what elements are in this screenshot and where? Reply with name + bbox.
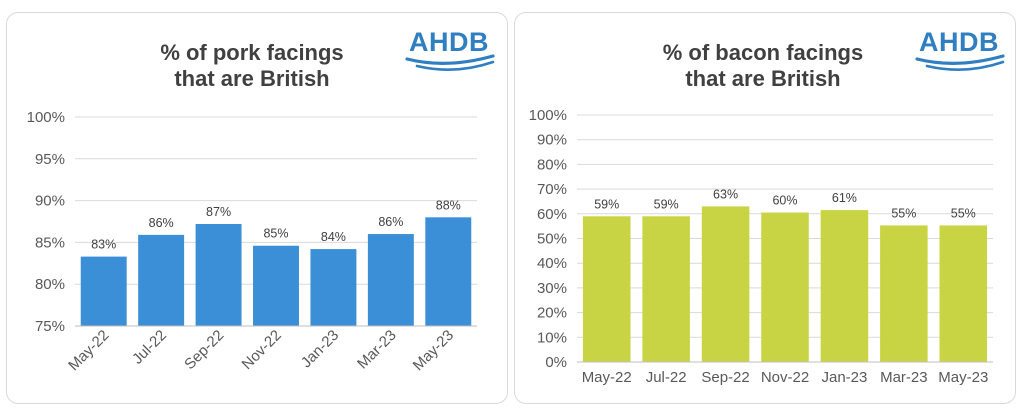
data-label: 86%: [149, 216, 174, 230]
data-label: 84%: [321, 230, 346, 244]
x-tick-label: Jan-23: [298, 327, 342, 371]
y-tick-label: 40%: [537, 255, 567, 272]
logo-swoosh-upper: [915, 54, 1005, 65]
bar-mar-23: [367, 234, 414, 326]
bar-nov-22: [253, 245, 299, 326]
data-label: 88%: [436, 198, 461, 212]
bar-nov-22: [761, 212, 809, 362]
x-tick-label: Mar-23: [354, 327, 400, 373]
y-tick-label: 95%: [35, 151, 65, 168]
data-label: 85%: [263, 227, 288, 241]
y-tick-label: 10%: [537, 329, 567, 346]
x-tick-label: May-22: [65, 327, 112, 374]
x-tick-label: May-22: [582, 369, 632, 386]
data-label: 55%: [891, 206, 916, 220]
bar-may-22: [582, 216, 631, 362]
bar-mar-23: [880, 225, 928, 362]
logo-swoosh-lower: [925, 60, 1005, 71]
bar-may-22: [80, 256, 127, 326]
ahdb-logo: AHDB: [405, 27, 495, 71]
bar-jul-22: [138, 234, 185, 326]
chart-title-line-2: that are British: [174, 66, 329, 91]
bar-jan-23: [310, 249, 357, 326]
y-tick-label: 85%: [35, 234, 65, 251]
x-tick-label: Nov-22: [761, 369, 809, 386]
logo-text: AHDB: [919, 27, 999, 57]
data-label: 55%: [951, 206, 976, 220]
logo-text: AHDB: [409, 27, 489, 57]
data-label: 87%: [206, 205, 231, 219]
y-tick-label: 60%: [537, 206, 567, 223]
y-tick-label: 90%: [35, 193, 65, 210]
x-tick-label: May-23: [410, 327, 457, 374]
y-tick-label: 20%: [537, 305, 567, 322]
bar-may-23: [425, 217, 472, 326]
x-tick-label: Jan-23: [821, 369, 867, 386]
logo-swoosh-upper: [405, 54, 495, 65]
data-label: 83%: [91, 238, 116, 252]
chart-title-line-1: % of bacon facings: [663, 40, 863, 65]
y-tick-label: 75%: [35, 318, 65, 335]
logo-swoosh-lower: [415, 60, 495, 71]
x-tick-label: Jul-22: [646, 369, 687, 386]
x-tick-label: Sep-22: [181, 327, 227, 373]
x-tick-label: Jul-22: [129, 327, 170, 368]
y-tick-label: 80%: [35, 276, 65, 293]
data-label: 61%: [832, 191, 857, 205]
y-tick-label: 100%: [27, 109, 65, 126]
bar-sep-22: [195, 224, 242, 326]
pork-facings-chart-panel: % of pork facings that are British 75% 80% 8…: [6, 12, 508, 404]
bacon-facings-chart-panel: % of bacon facings that are British 0% 10% 2…: [514, 12, 1016, 404]
y-tick-label: 80%: [537, 156, 567, 173]
chart-title-line-2: that are British: [685, 66, 840, 91]
x-tick-label: May-23: [938, 369, 988, 386]
data-label: 86%: [378, 215, 403, 229]
data-label: 59%: [594, 197, 619, 211]
y-tick-label: 100%: [529, 107, 567, 124]
chart-title-line-1: % of pork facings: [160, 40, 343, 65]
x-tick-label: Sep-22: [701, 369, 749, 386]
data-label: 59%: [654, 197, 679, 211]
y-tick-label: 50%: [537, 231, 567, 248]
bar-jul-22: [642, 216, 690, 362]
bar-may-23: [939, 225, 988, 362]
bar-sep-22: [701, 206, 750, 362]
y-tick-label: 70%: [537, 181, 567, 198]
y-tick-label: 90%: [537, 132, 567, 149]
data-label: 60%: [772, 194, 797, 208]
x-tick-label: Nov-22: [239, 327, 285, 373]
ahdb-logo: AHDB: [915, 27, 1005, 71]
data-label: 63%: [713, 187, 738, 201]
x-tick-label: Mar-23: [880, 369, 928, 386]
y-tick-label: 0%: [545, 354, 567, 371]
bar-jan-23: [820, 210, 869, 362]
y-tick-label: 30%: [537, 280, 567, 297]
